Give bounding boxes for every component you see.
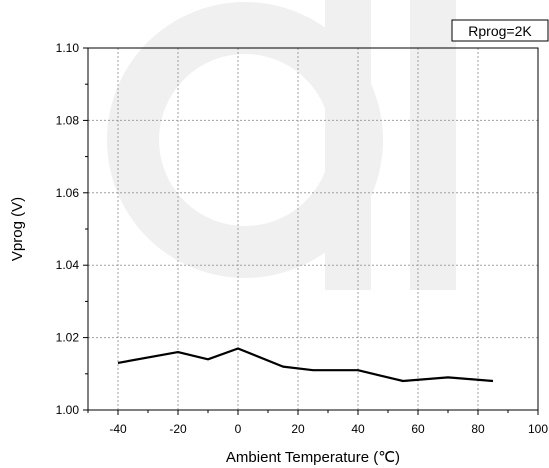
watermark-stem-2 — [410, 0, 456, 290]
y-tick-label: 1.02 — [56, 331, 80, 345]
x-tick-label: 40 — [351, 422, 365, 436]
watermark-logo — [133, 0, 456, 290]
watermark-stem-1 — [325, 0, 371, 290]
series-line — [118, 349, 493, 382]
x-tick-label: 0 — [235, 422, 242, 436]
x-tick-label: 20 — [291, 422, 305, 436]
y-tick-label: 1.08 — [56, 113, 80, 127]
x-tick-label: 100 — [528, 422, 548, 436]
y-tick-label: 1.10 — [56, 41, 80, 55]
y-tick-label: 1.00 — [56, 403, 80, 417]
x-axis-label: Ambient Temperature (℃) — [226, 449, 400, 466]
watermark-ring — [133, 28, 357, 252]
legend-label: Rprog=2K — [468, 23, 532, 39]
legend: Rprog=2K — [452, 20, 548, 41]
x-tick-label: -40 — [109, 422, 127, 436]
y-axis-label: Vprog (V) — [9, 197, 26, 261]
x-tick-label: 60 — [411, 422, 425, 436]
y-tick-labels: 1.00 1.02 1.04 1.06 1.08 1.10 — [56, 41, 80, 417]
y-tick-label: 1.04 — [56, 258, 80, 272]
x-tick-label: 80 — [471, 422, 485, 436]
x-tick-label: -20 — [169, 422, 187, 436]
y-tick-label: 1.06 — [56, 186, 80, 200]
x-tick-labels: -40 -20 0 20 40 60 80 100 — [109, 422, 548, 436]
